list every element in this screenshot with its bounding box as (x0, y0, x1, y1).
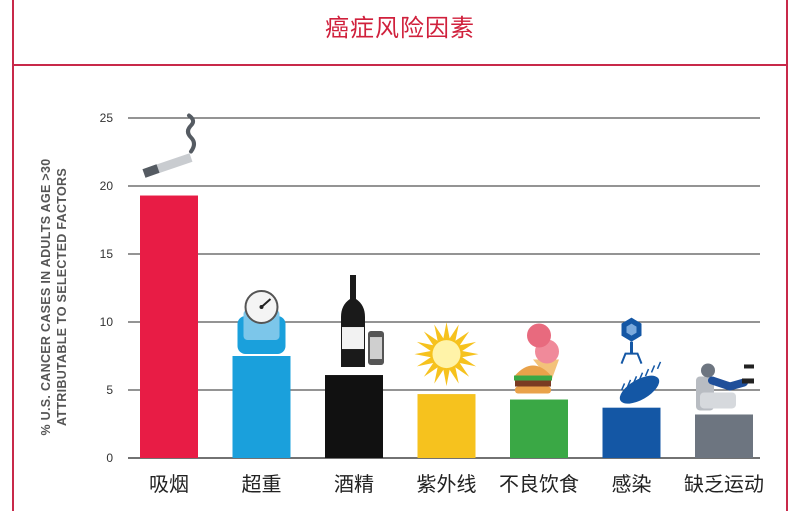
category-label: 感染 (612, 472, 652, 496)
y-tick-label: 10 (100, 315, 114, 329)
x-axis-categories: 吸烟 超重 酒精 紫外线 不良饮食 感染 缺乏运动 (149, 472, 764, 496)
y-tick-label: 5 (106, 383, 113, 397)
y-tick-label: 0 (106, 451, 113, 465)
bars (140, 195, 753, 458)
couch-icon (696, 363, 754, 411)
category-label: 不良饮食 (499, 472, 579, 496)
bar-icons (142, 113, 754, 411)
infographic-frame (12, 0, 788, 511)
bar-4 (417, 394, 476, 458)
bar-2 (232, 356, 291, 458)
wine-bottle-icon (341, 275, 384, 368)
category-label: 超重 (242, 472, 282, 496)
y-axis-label-line1: % U.S. CANCER CASES IN ADULTS AGE >30 (39, 159, 53, 436)
y-axis-label: % U.S. CANCER CASES IN ADULTS AGE >30 AT… (39, 159, 69, 436)
category-label: 吸烟 (149, 472, 189, 496)
title-divider (12, 64, 788, 66)
bar-5 (510, 399, 568, 458)
scale-icon (237, 290, 286, 354)
category-label: 缺乏运动 (684, 472, 764, 496)
bar-6 (602, 407, 661, 458)
y-axis-label-line2: ATTRIBUTABLE TO SELECTED FACTORS (55, 168, 69, 426)
bar-7 (695, 414, 753, 458)
cigarette-icon (142, 113, 196, 178)
virus-icon (619, 317, 662, 404)
page-title: 癌症风险因素 (325, 14, 475, 42)
sun-icon (414, 322, 479, 387)
category-label: 紫外线 (417, 472, 477, 496)
y-tick-label: 25 (100, 111, 114, 125)
bar-3 (325, 375, 383, 458)
food-icon (514, 323, 559, 394)
category-label: 酒精 (334, 472, 374, 496)
y-axis-ticks: 0 5 10 15 20 25 (100, 111, 114, 465)
y-tick-label: 15 (100, 247, 114, 261)
bar-1 (140, 195, 198, 458)
y-tick-label: 20 (100, 179, 114, 193)
